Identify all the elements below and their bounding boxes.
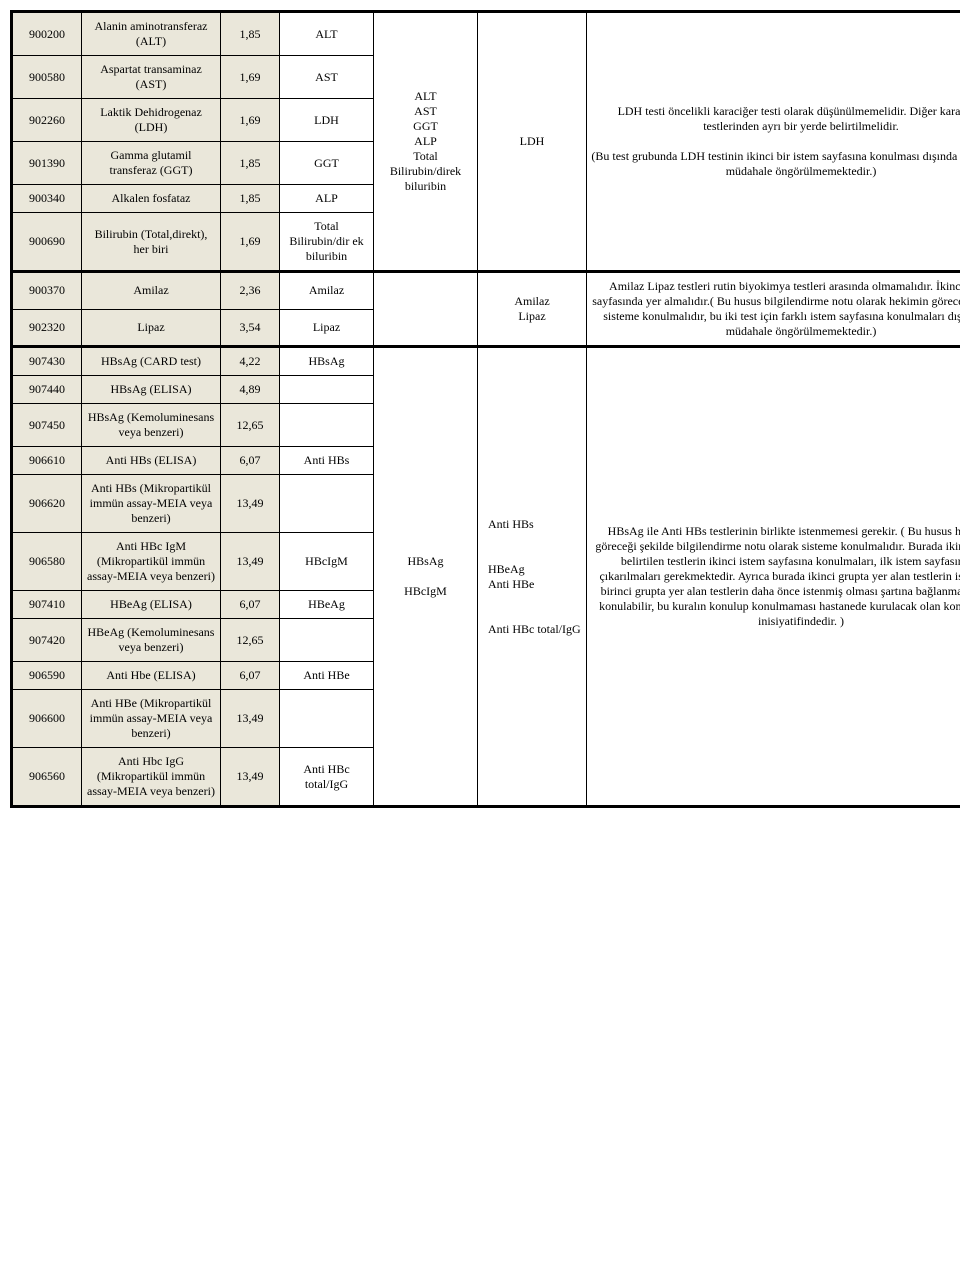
- group-col5: LDH: [478, 12, 587, 272]
- abbr-cell: [280, 404, 374, 447]
- val-cell: 1,85: [221, 142, 280, 185]
- name-cell: HBsAg (Kemoluminesans veya benzeri): [82, 404, 221, 447]
- abbr-cell: ALP: [280, 185, 374, 213]
- code-cell: 906600: [12, 690, 82, 748]
- group-note: LDH testi öncelikli karaciğer testi olar…: [587, 12, 960, 272]
- group-col4: [374, 272, 478, 347]
- abbr-cell: [280, 475, 374, 533]
- code-cell: 907440: [12, 376, 82, 404]
- code-cell: 906560: [12, 748, 82, 807]
- name-cell: HBsAg (CARD test): [82, 347, 221, 376]
- name-cell: Anti Hbc IgG (Mikropartikül immün assay-…: [82, 748, 221, 807]
- abbr-cell: Anti HBc total/IgG: [280, 748, 374, 807]
- val-cell: 1,85: [221, 12, 280, 56]
- val-cell: 13,49: [221, 533, 280, 591]
- abbr-cell: [280, 619, 374, 662]
- val-cell: 6,07: [221, 447, 280, 475]
- medical-tests-table: 900200 Alanin aminotransferaz (ALT) 1,85…: [10, 10, 960, 808]
- code-cell: 907410: [12, 591, 82, 619]
- val-cell: 1,69: [221, 99, 280, 142]
- name-cell: Anti HBs (ELISA): [82, 447, 221, 475]
- val-cell: 4,89: [221, 376, 280, 404]
- code-cell: 900340: [12, 185, 82, 213]
- group-col4: HBsAg HBcIgM: [374, 347, 478, 807]
- val-cell: 2,36: [221, 272, 280, 310]
- name-cell: Bilirubin (Total,direkt), her biri: [82, 213, 221, 272]
- val-cell: 12,65: [221, 404, 280, 447]
- name-cell: Lipaz: [82, 309, 221, 347]
- abbr-cell: GGT: [280, 142, 374, 185]
- group-note: HBsAg ile Anti HBs testlerinin birlikte …: [587, 347, 960, 807]
- name-cell: Gamma glutamil transferaz (GGT): [82, 142, 221, 185]
- name-cell: Anti HBe (Mikropartikül immün assay-MEIA…: [82, 690, 221, 748]
- name-cell: Aspartat transaminaz (AST): [82, 56, 221, 99]
- code-cell: 907420: [12, 619, 82, 662]
- val-cell: 13,49: [221, 475, 280, 533]
- abbr-cell: HBeAg: [280, 591, 374, 619]
- name-cell: Laktik Dehidrogenaz (LDH): [82, 99, 221, 142]
- name-cell: Alanin aminotransferaz (ALT): [82, 12, 221, 56]
- name-cell: Amilaz: [82, 272, 221, 310]
- code-cell: 900580: [12, 56, 82, 99]
- abbr-cell: Amilaz: [280, 272, 374, 310]
- abbr-cell: HBcIgM: [280, 533, 374, 591]
- group-col4: ALT AST GGT ALP Total Bilirubin/direk bi…: [374, 12, 478, 272]
- code-cell: 906610: [12, 447, 82, 475]
- code-cell: 902320: [12, 309, 82, 347]
- name-cell: Anti HBs (Mikropartikül immün assay-MEIA…: [82, 475, 221, 533]
- code-cell: 907450: [12, 404, 82, 447]
- val-cell: 6,07: [221, 662, 280, 690]
- group-col5: Anti HBs HBeAg Anti HBe Anti HBc total/I…: [478, 347, 587, 807]
- name-cell: HBsAg (ELISA): [82, 376, 221, 404]
- val-cell: 4,22: [221, 347, 280, 376]
- code-cell: 900200: [12, 12, 82, 56]
- name-cell: HBeAg (ELISA): [82, 591, 221, 619]
- code-cell: 906590: [12, 662, 82, 690]
- abbr-cell: [280, 690, 374, 748]
- val-cell: 13,49: [221, 748, 280, 807]
- val-cell: 3,54: [221, 309, 280, 347]
- group-note: Amilaz Lipaz testleri rutin biyokimya te…: [587, 272, 960, 347]
- abbr-cell: ALT: [280, 12, 374, 56]
- name-cell: Alkalen fosfataz: [82, 185, 221, 213]
- code-cell: 901390: [12, 142, 82, 185]
- val-cell: 6,07: [221, 591, 280, 619]
- code-cell: 900690: [12, 213, 82, 272]
- val-cell: 13,49: [221, 690, 280, 748]
- abbr-cell: LDH: [280, 99, 374, 142]
- code-cell: 906620: [12, 475, 82, 533]
- abbr-cell: [280, 376, 374, 404]
- group-col5: Amilaz Lipaz: [478, 272, 587, 347]
- val-cell: 1,69: [221, 56, 280, 99]
- val-cell: 12,65: [221, 619, 280, 662]
- code-cell: 900370: [12, 272, 82, 310]
- abbr-cell: Anti HBs: [280, 447, 374, 475]
- abbr-cell: Total Bilirubin/dir ek biluribin: [280, 213, 374, 272]
- abbr-cell: Lipaz: [280, 309, 374, 347]
- name-cell: HBeAg (Kemoluminesans veya benzeri): [82, 619, 221, 662]
- val-cell: 1,69: [221, 213, 280, 272]
- code-cell: 907430: [12, 347, 82, 376]
- abbr-cell: HBsAg: [280, 347, 374, 376]
- abbr-cell: Anti HBe: [280, 662, 374, 690]
- name-cell: Anti Hbe (ELISA): [82, 662, 221, 690]
- abbr-cell: AST: [280, 56, 374, 99]
- name-cell: Anti HBc IgM (Mikropartikül immün assay-…: [82, 533, 221, 591]
- code-cell: 906580: [12, 533, 82, 591]
- val-cell: 1,85: [221, 185, 280, 213]
- code-cell: 902260: [12, 99, 82, 142]
